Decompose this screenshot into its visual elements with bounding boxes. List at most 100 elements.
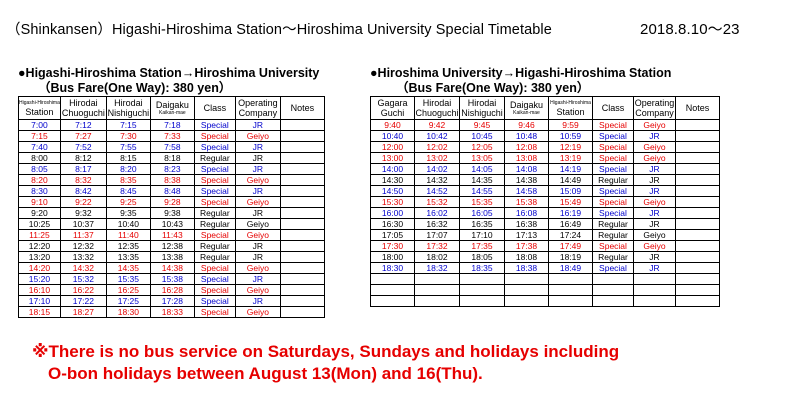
table-cell: 9:35 [105,207,151,219]
table-cell [279,207,325,219]
header-text: Hirodai [69,98,98,108]
table-cell [279,306,325,318]
table-cell: Special [592,207,634,219]
table-cell: 11:25 [18,229,61,241]
table-cell: 15:49 [548,196,593,208]
table-row: 16:30 16:32 16:35 16:38 16:49 Regular JR [370,218,720,230]
table-cell: Geiyo [234,284,281,296]
date-range: 2018.8.10～23 [640,21,740,38]
column-header: Operating Company [234,96,281,120]
empty-cell [633,295,676,307]
table-cell: 15:20 [18,273,61,285]
table-cell: 8:18 [149,152,195,164]
table-cell: 14:35 [459,174,505,186]
table-cell: Special [592,152,634,164]
table-cell: 16:28 [149,284,195,296]
column-header: Daigaku Kaikan-mae [504,96,549,120]
empty-cell [414,284,460,296]
table-cell: 18:49 [548,262,593,274]
empty-row [370,284,720,296]
table-cell: 7:55 [105,141,151,153]
table-cell: 12:00 [370,141,415,153]
table-row: 18:30 18:32 18:35 18:38 18:49 Special JR [370,262,720,274]
table-cell [279,163,325,175]
table-cell: 14:35 [105,262,151,274]
table-cell: 10:37 [59,218,107,230]
table-cell [675,218,720,230]
table-cell: 18:02 [414,251,460,263]
table-cell: JR [234,207,281,219]
table-cell: 7:18 [149,119,195,131]
table-cell: JR [234,141,281,153]
empty-cell [459,273,505,285]
table-cell: 14:02 [414,163,460,175]
empty-cell [370,284,415,296]
table-row: 10:25 10:37 10:40 10:43 Regular Geiyo [18,218,325,230]
header-small-text: Kaikan-mae [159,109,186,116]
table-cell: 16:30 [370,218,415,230]
table-cell: 17:38 [504,240,549,252]
table-cell: 7:15 [18,130,61,142]
table-row: 11:25 11:37 11:40 11:43 Special Geiyo [18,229,325,241]
table-cell: 18:33 [149,306,195,318]
table-cell: 14:30 [370,174,415,186]
table-cell: 8:23 [149,163,195,175]
header-text: Notes [290,103,315,113]
table-cell: 18:30 [105,306,151,318]
table-cell: JR [234,185,281,197]
column-header: Hirodai Nishiguchi [459,96,505,120]
table-cell: 7:00 [18,119,61,131]
table-cell: 7:15 [105,119,151,131]
table-cell: Geiyo [234,196,281,208]
table-cell: 18:15 [18,306,61,318]
table-cell: 12:19 [548,141,593,153]
table-cell [279,273,325,285]
table-cell: JR [633,130,676,142]
table-cell: Special [592,196,634,208]
table-cell: 14:20 [18,262,61,274]
table-cell: 8:45 [105,185,151,197]
table-cell: 14:55 [459,185,505,197]
table-cell: 12:05 [459,141,505,153]
table-cell: 10:43 [149,218,195,230]
title-text: （Shinkansen）Higashi-Hiroshima Station～Hi… [6,22,552,38]
header-text: Chuoguchi [415,108,459,118]
table-cell: JR [234,152,281,164]
table-cell: Special [193,229,236,241]
table-cell: 18:00 [370,251,415,263]
table-cell: 14:52 [414,185,460,197]
table-row: 18:15 18:27 18:30 18:33 Special Geiyo [18,306,325,318]
header-text: Daigaku [509,99,544,110]
table-cell [675,119,720,131]
table-row: 13:20 13:32 13:35 13:38 Regular JR [18,251,325,263]
table-cell: Geiyo [633,229,676,241]
table-cell [279,119,325,131]
inbound-heading: ●Hiroshima University→Higashi-Hiroshima … [370,66,672,80]
header-small-text: Kaikan-mae [513,109,540,116]
table-cell: Geiyo [234,174,281,186]
table-cell: 9:38 [149,207,195,219]
table-cell: Special [193,185,236,197]
table-cell: 9:25 [105,196,151,208]
table-cell: 16:25 [105,284,151,296]
table-cell [279,284,325,296]
table-cell: 8:48 [149,185,195,197]
table-row: 12:20 12:32 12:35 12:38 Regular JR [18,240,325,252]
table-row: 8:05 8:17 8:20 8:23 Special JR [18,163,325,175]
table-cell: 17:25 [105,295,151,307]
table-cell: 16:08 [504,207,549,219]
table-cell: Regular [193,251,236,263]
table-cell: 13:02 [414,152,460,164]
table-cell: Special [193,141,236,153]
empty-row [370,295,720,307]
empty-cell [459,295,505,307]
table-cell: 8:42 [59,185,107,197]
table-cell: 7:12 [59,119,107,131]
table-cell: 15:32 [59,273,107,285]
table-cell: 18:08 [504,251,549,263]
table-cell [675,174,720,186]
column-header: Gagara Guchi [370,96,415,120]
column-header: Class [592,96,634,120]
table-cell: 14:08 [504,163,549,175]
table-cell: 17:13 [504,229,549,241]
